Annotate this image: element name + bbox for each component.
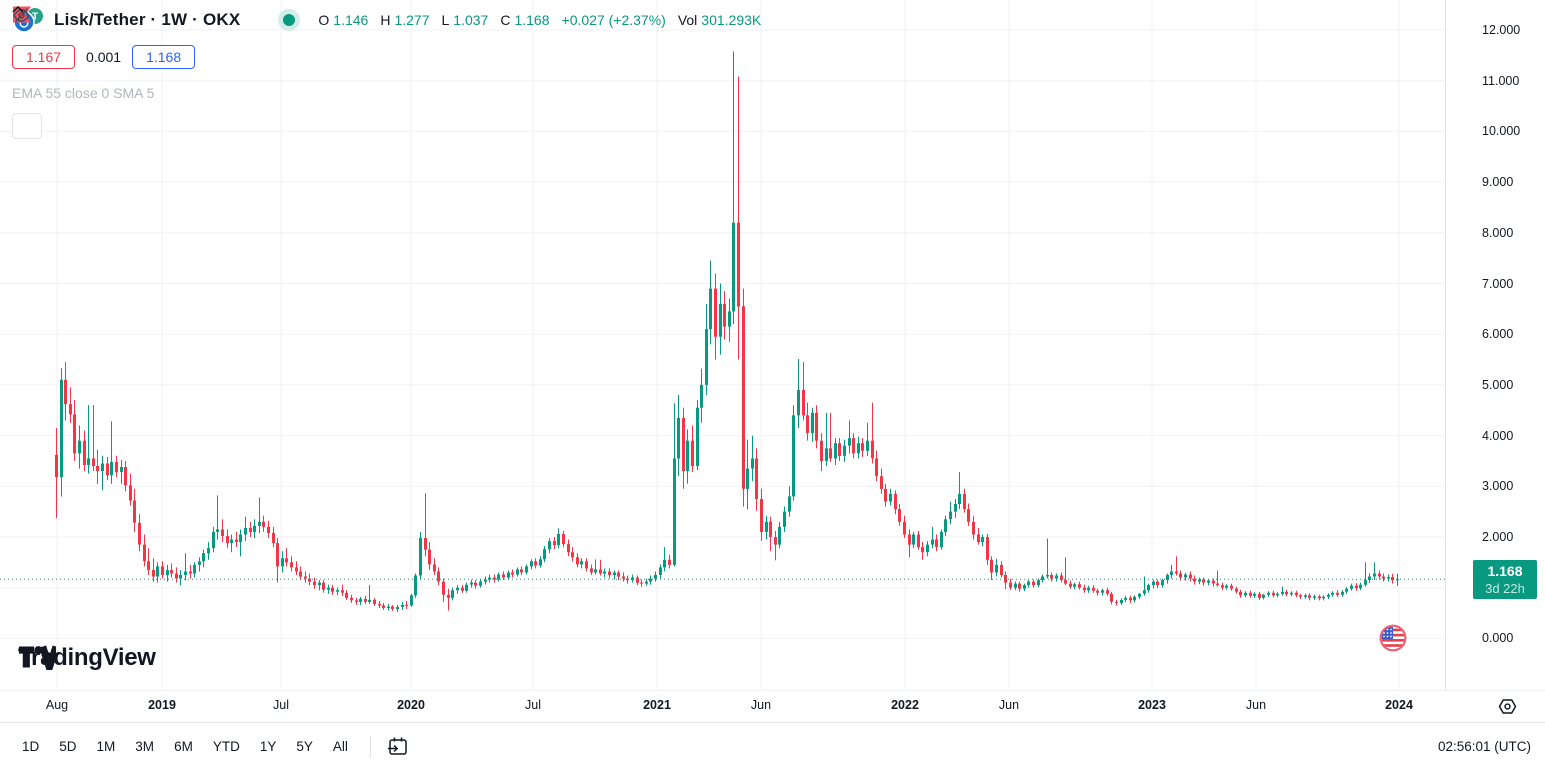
toolbar-divider — [369, 735, 371, 758]
calendar-icon — [387, 737, 407, 755]
current-price-label: 1.168 3d 22h — [1473, 559, 1537, 599]
tradingview-logo[interactable]: TradingView — [18, 644, 156, 672]
high-label: H — [380, 12, 391, 28]
open-label: O — [318, 12, 330, 28]
sell-price-button[interactable]: 1.167 — [12, 45, 76, 69]
time-axis[interactable]: Aug 2019 Jul 2020 Jul 2021 Jun 2022 Jun 2023 Jun 20… — [0, 690, 1545, 722]
range-button-6M[interactable]: 6M — [174, 739, 193, 754]
symbol-title[interactable]: Lisk/Tether · 1W · OKX — [54, 10, 241, 29]
chevron-up-icon — [12, 6, 24, 13]
range-buttons: 1D 5D 1M 3M 6M YTD 1Y 5Y All — [14, 735, 360, 758]
indicator-label[interactable]: EMA 55 close 0 SMA 5 — [12, 85, 155, 101]
current-price-value: 1.168 — [1487, 562, 1523, 579]
time-tick-label: 2024 — [1385, 698, 1413, 712]
price-tick-label: 2.000 — [1482, 530, 1514, 544]
chart-legend: T Lisk/Tether · 1W · OKX O 1.146 H 1.27 — [12, 6, 769, 139]
time-tick-label: Jun — [750, 698, 772, 712]
buy-price-button[interactable]: 1.168 — [132, 45, 196, 69]
range-button-5D[interactable]: 5D — [59, 739, 77, 754]
range-button-YTD[interactable]: YTD — [212, 739, 240, 754]
price-tick-label: 10.000 — [1482, 124, 1521, 139]
range-button-5Y[interactable]: 5Y — [296, 739, 313, 754]
price-tick-label: 4.000 — [1482, 428, 1514, 443]
high-value: 1.277 — [394, 12, 430, 28]
low-value: 1.037 — [453, 12, 489, 28]
time-tick-label: 2020 — [397, 698, 425, 712]
clock-utc[interactable]: 02:56:01 (UTC) — [1437, 739, 1531, 754]
go-to-date-button[interactable] — [381, 734, 415, 759]
time-tick-label: Jun — [1245, 698, 1267, 712]
range-button-3M[interactable]: 3M — [135, 739, 155, 754]
change-value: +0.027 (+2.37%) — [561, 12, 666, 28]
time-tick-label: Aug — [45, 698, 69, 712]
time-tick-label: Jun — [998, 698, 1020, 712]
price-tick-label: 3.000 — [1482, 479, 1514, 494]
bottom-toolbar: 1D 5D 1M 3M 6M YTD 1Y 5Y All 02:56:01 (UTC) — [0, 722, 1545, 770]
price-tick-label: 0.000 — [1482, 631, 1514, 646]
volume-value: 301.293K — [701, 12, 762, 28]
time-tick-label: 2023 — [1138, 698, 1166, 712]
symbol-pair-logo: T — [12, 7, 46, 33]
range-button-1Y[interactable]: 1Y — [259, 739, 277, 754]
close-value: 1.168 — [514, 12, 550, 28]
close-label: C — [500, 12, 511, 28]
price-axis[interactable]: 1.168 3d 22h 12.000 11.000 10.000 9.000 8.00… — [1445, 0, 1545, 690]
time-tick-label: 2022 — [891, 698, 919, 712]
svg-text:T: T — [32, 12, 38, 23]
symbol-row: T Lisk/Tether · 1W · OKX O 1.146 H 1.27 — [12, 6, 769, 34]
time-tick-label: Jul — [273, 698, 289, 712]
price-tick-label: 7.000 — [1482, 276, 1514, 291]
market-status-icon[interactable] — [278, 9, 301, 31]
indicator-row: EMA 55 close 0 SMA 5 — [12, 8, 769, 103]
low-label: L — [441, 12, 450, 28]
volume-label: Vol — [677, 12, 698, 28]
price-tick-label: 12.000 — [1482, 23, 1521, 37]
price-tick-label: 9.000 — [1482, 175, 1514, 190]
candlestick-chart[interactable] — [0, 0, 1445, 690]
open-value: 1.146 — [333, 12, 369, 28]
range-button-1M[interactable]: 1M — [96, 739, 116, 754]
time-tick-label: Jul — [525, 698, 541, 712]
price-tick-label: 6.000 — [1482, 327, 1514, 342]
collapse-legend-button[interactable] — [12, 6, 42, 139]
tradingview-logo-icon — [18, 645, 56, 670]
price-tick-label: 11.000 — [1482, 73, 1520, 88]
time-tick-label: 2021 — [643, 698, 671, 712]
spread-value: 0.001 — [86, 49, 122, 65]
ohlc-readout: O 1.146 H 1.277 L 1.037 C 1.168 +0.027 (… — [318, 12, 769, 28]
bar-countdown: 3d 22h — [1485, 580, 1525, 596]
price-tick-label: 5.000 — [1482, 377, 1514, 392]
trade-buttons-row: 1.167 0.001 1.168 — [12, 43, 769, 71]
range-button-All[interactable]: All — [332, 739, 348, 754]
range-button-1D[interactable]: 1D — [22, 739, 40, 754]
axis-settings-icon[interactable] — [1498, 697, 1517, 721]
chart-pane[interactable]: T Lisk/Tether · 1W · OKX O 1.146 H 1.27 — [0, 0, 1445, 690]
time-tick-label: 2019 — [148, 698, 176, 712]
price-tick-label: 8.000 — [1482, 225, 1514, 240]
